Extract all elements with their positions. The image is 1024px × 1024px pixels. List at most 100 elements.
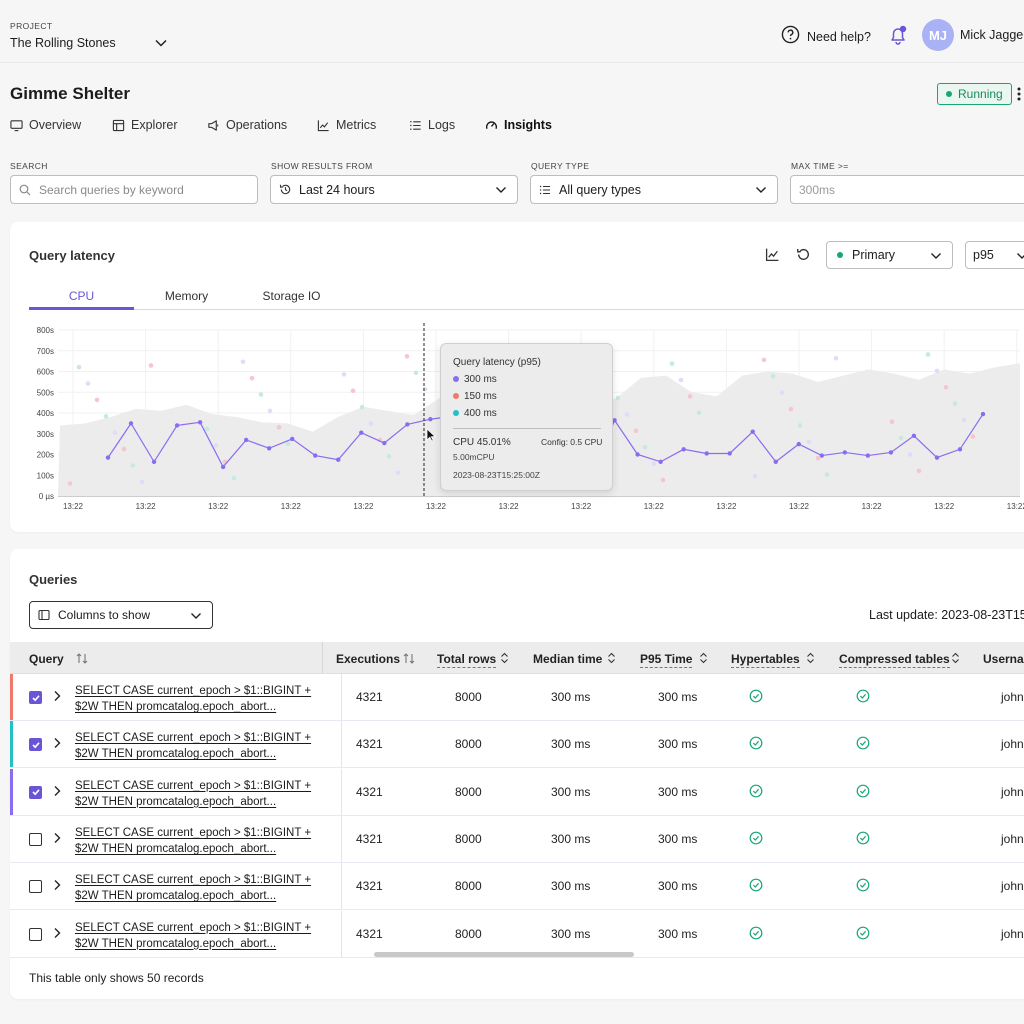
results-from-select[interactable]: Last 24 hours (270, 175, 518, 204)
header-executions[interactable]: Executions (336, 652, 401, 666)
scatter-point (806, 439, 812, 445)
sort-toggle-icon[interactable] (806, 652, 815, 664)
scatter-point (752, 473, 758, 479)
search-input[interactable]: Search queries by keyword (10, 175, 258, 204)
percentile-select[interactable]: p95 (965, 241, 1024, 269)
row-checkbox[interactable] (29, 927, 42, 941)
user-name[interactable]: Mick Jagger (960, 28, 1024, 42)
row-checkbox[interactable] (29, 691, 42, 704)
tooltip-timestamp: 2023-08-23T15:25:00Z (453, 470, 540, 480)
project-selector-chevron-icon[interactable] (154, 36, 168, 55)
status-badge: Running (937, 83, 1012, 105)
chevron-right-icon[interactable] (52, 689, 62, 703)
chevron-right-icon[interactable] (52, 926, 62, 940)
header-query[interactable]: Query (29, 652, 64, 666)
median-time-cell: 300 ms (551, 784, 591, 799)
scatter-point (660, 477, 666, 483)
x-tick-label: 13:22 (644, 502, 665, 511)
scatter-point (386, 454, 392, 459)
header-hypertables[interactable]: Hypertables (731, 652, 800, 668)
line-point (428, 417, 433, 422)
more-menu-icon[interactable] (1016, 86, 1022, 107)
header-compressed-tables[interactable]: Compressed tables (839, 652, 950, 668)
chart-type-icon[interactable] (765, 247, 780, 267)
hypertable-check-icon (749, 689, 763, 708)
header-username[interactable]: Userna (983, 652, 1024, 666)
row-checkbox[interactable] (29, 785, 42, 799)
last-update: Last update: 2023-08-23T15: (869, 608, 1024, 622)
query-sql-link[interactable]: SELECT CASE current_epoch > $1::BIGINT +… (75, 874, 312, 903)
hypertable-check-icon (749, 784, 763, 803)
tab-overview[interactable]: Overview (10, 118, 81, 132)
sort-toggle-icon[interactable] (607, 652, 616, 664)
tab-cpu[interactable]: CPU (68, 289, 95, 303)
sort-icon[interactable] (403, 653, 416, 664)
tab-storage-io[interactable]: Storage IO (262, 289, 321, 303)
sort-toggle-icon[interactable] (500, 652, 509, 664)
tab-insights-label: Insights (504, 118, 552, 132)
results-from-label: SHOW RESULTS FROM (271, 161, 373, 171)
header-p95-time[interactable]: P95 Time (640, 652, 693, 668)
sort-toggle-icon[interactable] (951, 652, 960, 664)
columns-to-show-select[interactable]: Columns to show (29, 601, 213, 629)
line-point (151, 459, 157, 464)
row-color-marker (10, 768, 13, 815)
query-sql-link[interactable]: SELECT CASE current_epoch > $1::BIGINT +… (75, 779, 312, 808)
table-row[interactable]: SELECT CASE current_epoch > $1::BIGINT +… (10, 910, 1024, 958)
table-row[interactable]: SELECT CASE current_epoch > $1::BIGINT +… (10, 768, 1024, 816)
x-tick-label: 13:22 (353, 502, 374, 511)
line-point (957, 447, 963, 452)
chevron-right-icon[interactable] (52, 736, 62, 750)
row-checkbox[interactable] (29, 832, 42, 846)
query-sql-link[interactable]: SELECT CASE current_epoch > $1::BIGINT +… (75, 732, 312, 761)
query-sql-link[interactable]: SELECT CASE current_epoch > $1::BIGINT +… (75, 921, 312, 950)
avatar[interactable]: MJ (922, 19, 954, 51)
row-checkbox[interactable] (29, 880, 42, 894)
scatter-point (94, 397, 100, 403)
sort-icon[interactable] (76, 653, 89, 664)
help-link[interactable]: Need help? (781, 25, 871, 49)
table-icon (112, 119, 125, 131)
notifications-bell-icon[interactable] (887, 24, 909, 51)
chevron-right-icon[interactable] (52, 878, 62, 892)
tab-insights[interactable]: Insights (485, 118, 552, 132)
executions-cell: 4321 (356, 879, 383, 894)
compressed-check-icon (856, 926, 870, 945)
query-type-select[interactable]: All query types (530, 175, 778, 204)
reset-icon[interactable] (796, 247, 811, 267)
scatter-point (249, 375, 255, 381)
hypertable-check-icon (749, 878, 763, 897)
list-icon (410, 120, 421, 130)
row-checkbox[interactable] (29, 738, 42, 752)
chevron-down-icon (931, 253, 941, 259)
max-time-input[interactable]: 300ms (790, 175, 1024, 204)
node-select[interactable]: Primary (826, 241, 953, 269)
scatter-point (395, 470, 401, 476)
tab-operations[interactable]: Operations (207, 118, 287, 132)
tab-explorer[interactable]: Explorer (112, 118, 178, 132)
tab-logs[interactable]: Logs (409, 118, 455, 132)
query-sql-link[interactable]: SELECT CASE current_epoch > $1::BIGINT +… (75, 826, 312, 855)
scatter-point (824, 472, 830, 477)
chevron-right-icon[interactable] (52, 784, 62, 798)
table-row[interactable]: SELECT CASE current_epoch > $1::BIGINT +… (10, 674, 1024, 721)
chevron-right-icon[interactable] (52, 831, 62, 845)
table-row[interactable]: SELECT CASE current_epoch > $1::BIGINT +… (10, 721, 1024, 769)
scatter-point (633, 428, 639, 434)
max-time-placeholder: 300ms (799, 182, 836, 197)
tab-metrics[interactable]: Metrics (317, 118, 376, 132)
scatter-point (204, 426, 210, 432)
table-row[interactable]: SELECT CASE current_epoch > $1::BIGINT +… (10, 815, 1024, 863)
x-tick-label: 13:22 (862, 502, 883, 511)
tab-memory[interactable]: Memory (164, 289, 209, 303)
line-point (773, 459, 778, 464)
header-total-rows[interactable]: Total rows (437, 652, 497, 668)
table-row[interactable]: SELECT CASE current_epoch > $1::BIGINT +… (10, 863, 1024, 911)
header-median-time[interactable]: Median time (533, 652, 603, 666)
table-scrollbar[interactable] (374, 952, 634, 957)
tab-logs-label: Logs (428, 118, 456, 132)
max-time-label: MAX TIME >= (791, 161, 849, 171)
sort-toggle-icon[interactable] (699, 652, 708, 664)
query-sql-link[interactable]: SELECT CASE current_epoch > $1::BIGINT +… (75, 685, 312, 713)
columns-icon (38, 609, 50, 621)
